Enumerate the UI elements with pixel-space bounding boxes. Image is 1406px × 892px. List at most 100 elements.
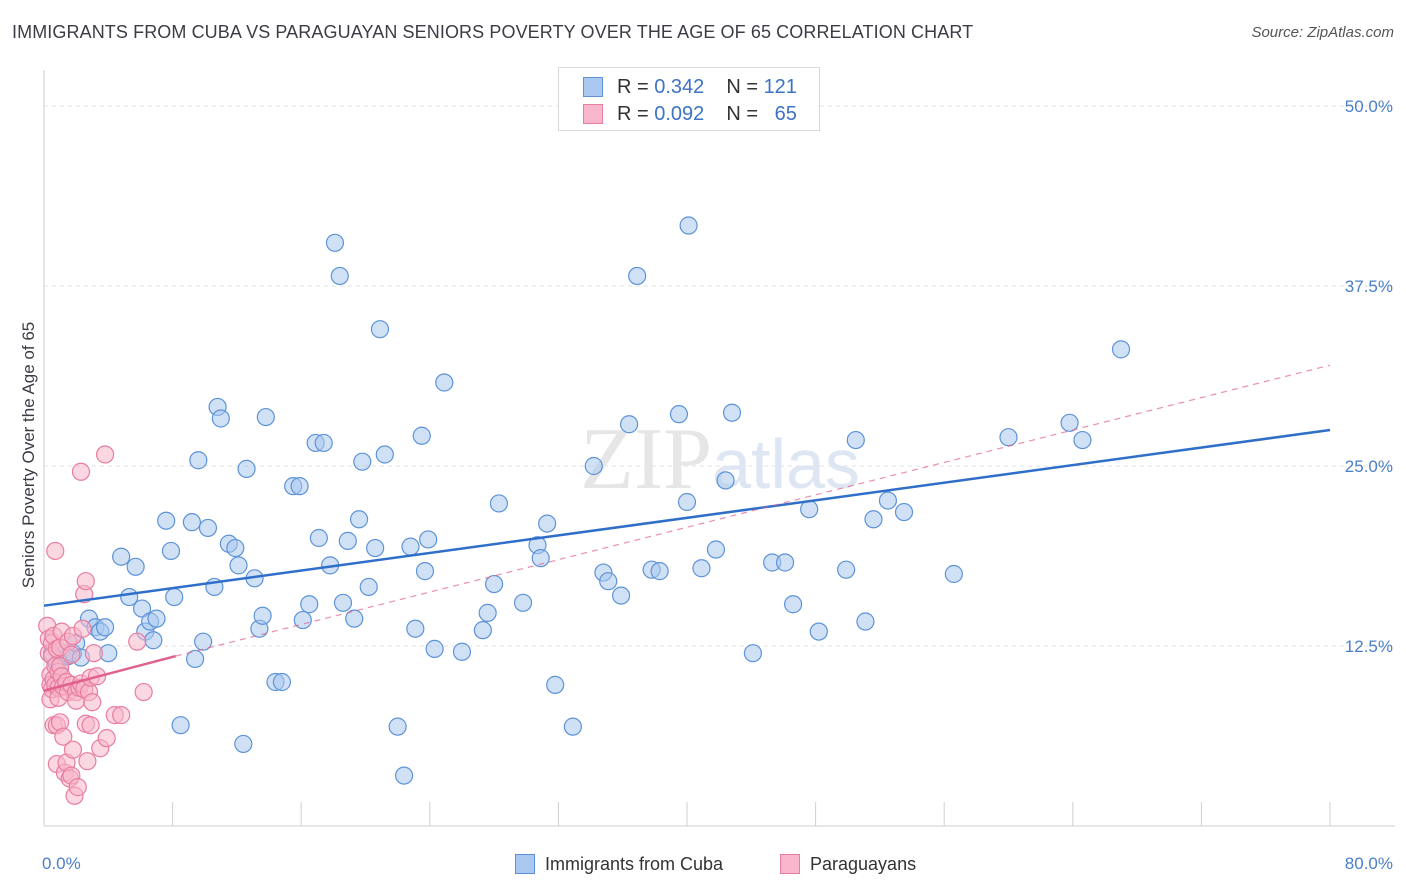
data-point-paraguayans xyxy=(71,462,91,481)
data-point-cuba xyxy=(189,451,208,470)
data-point-cuba xyxy=(650,562,669,581)
trend-line-paraguayans-extended xyxy=(175,364,1331,657)
x-tick-label: 80.0% xyxy=(1345,854,1393,873)
data-point-cuba xyxy=(473,621,492,640)
legend-row-cuba: R = 0.342 N = 121 xyxy=(583,74,797,100)
data-point-cuba xyxy=(415,562,435,581)
trend-line-cuba xyxy=(43,428,1331,607)
legend-n-value: 65 xyxy=(774,102,797,125)
data-point-cuba xyxy=(538,514,557,533)
data-point-cuba xyxy=(706,540,726,559)
data-point-cuba xyxy=(186,649,205,669)
data-point-cuba xyxy=(253,606,272,625)
tick-labels: 12.5% 25.0% 37.5% 50.0% 0.0% 80.0% xyxy=(42,97,1393,873)
data-point-cuba xyxy=(359,577,378,597)
y-tick-label: 37.5% xyxy=(1345,277,1393,296)
data-point-cuba xyxy=(194,632,213,651)
data-point-cuba xyxy=(716,471,735,490)
data-point-cuba xyxy=(1073,430,1092,450)
data-point-cuba xyxy=(599,572,618,591)
y-tick-label: 12.5% xyxy=(1345,637,1393,656)
data-point-cuba xyxy=(856,612,875,631)
bottom-legend-label-cuba: Immigrants from Cuba xyxy=(545,853,724,874)
data-point-cuba xyxy=(309,528,328,548)
data-point-cuba xyxy=(132,599,152,618)
bottom-legend-label-paraguayans: Paraguayans xyxy=(810,853,917,874)
data-point-cuba xyxy=(394,766,414,785)
data-point-cuba xyxy=(237,459,256,478)
data-point-cuba xyxy=(370,320,390,339)
data-point-cuba xyxy=(513,593,533,612)
y-axis-label: Seniors Poverty Over the Age of 65 xyxy=(19,322,38,588)
data-point-cuba xyxy=(800,500,819,519)
data-point-cuba xyxy=(226,538,245,558)
legend-swatch-cuba xyxy=(583,77,603,97)
data-point-cuba xyxy=(743,644,763,663)
y-tick-label: 25.0% xyxy=(1345,457,1393,476)
legend-swatch-paraguayans xyxy=(583,104,603,124)
data-point-cuba xyxy=(345,609,364,628)
series-paraguayans-points xyxy=(38,445,153,805)
data-point-paraguayans xyxy=(84,644,103,663)
data-point-cuba xyxy=(198,518,218,538)
legend-n-value: 121 xyxy=(763,75,797,98)
legend-box: R = 0.342 N = 121 R = 0.092 N = 65 xyxy=(558,67,820,131)
data-point-cuba xyxy=(546,675,565,694)
legend-r-value: 0.092 xyxy=(654,102,705,125)
data-point-cuba xyxy=(999,428,1018,447)
chart-title: IMMIGRANTS FROM CUBA VS PARAGUAYAN SENIO… xyxy=(12,22,974,42)
x-tick-label: 0.0% xyxy=(42,854,81,873)
data-point-cuba xyxy=(878,491,898,510)
source-credit: Source: ZipAtlas.com xyxy=(1251,24,1394,41)
data-point-cuba xyxy=(126,557,145,576)
watermark-atlas: atlas xyxy=(712,425,860,503)
legend-r-label: R = xyxy=(617,75,649,98)
data-point-cuba xyxy=(692,559,711,578)
data-point-cuba xyxy=(620,415,639,434)
series-cuba-points xyxy=(42,216,1131,785)
data-point-cuba xyxy=(783,595,803,614)
data-point-cuba xyxy=(144,631,163,650)
data-point-cuba xyxy=(147,609,166,628)
data-point-cuba xyxy=(353,452,372,471)
data-point-paraguayans xyxy=(128,632,147,651)
data-point-cuba xyxy=(677,492,697,512)
data-point-cuba xyxy=(1060,413,1079,432)
data-point-cuba xyxy=(95,618,115,637)
data-point-cuba xyxy=(531,549,550,568)
data-point-cuba xyxy=(894,502,914,522)
data-point-paraguayans xyxy=(112,706,131,725)
data-point-cuba xyxy=(584,456,603,476)
data-point-cuba xyxy=(333,593,353,612)
data-point-cuba xyxy=(349,510,369,529)
data-point-cuba xyxy=(182,513,201,532)
data-point-cuba xyxy=(864,510,883,529)
data-point-cuba xyxy=(435,373,454,392)
data-point-paraguayans xyxy=(78,752,97,771)
trend-line-paraguayans xyxy=(43,654,177,692)
data-point-cuba xyxy=(425,639,444,658)
data-point-cuba xyxy=(338,531,357,550)
legend-n-label: N = xyxy=(726,102,758,125)
data-point-cuba xyxy=(165,587,184,607)
data-point-cuba xyxy=(722,403,742,422)
data-point-cuba xyxy=(325,233,345,252)
data-point-paraguayans xyxy=(95,445,115,464)
data-point-paraguayans xyxy=(76,572,95,591)
data-point-cuba xyxy=(809,622,828,641)
data-point-cuba xyxy=(272,672,292,692)
data-point-cuba xyxy=(563,717,582,736)
data-point-paraguayans xyxy=(97,729,116,748)
data-point-cuba xyxy=(846,430,865,450)
trend-lines xyxy=(43,364,1331,692)
data-point-paraguayans xyxy=(81,716,100,735)
data-point-cuba xyxy=(330,266,349,286)
data-point-cuba xyxy=(401,537,420,556)
data-point-cuba xyxy=(366,538,385,558)
legend-n-label: N = xyxy=(726,75,758,98)
legend-r-value: 0.342 xyxy=(654,75,705,98)
data-point-cuba xyxy=(300,595,319,614)
data-point-cuba xyxy=(419,530,438,549)
data-point-cuba xyxy=(406,619,425,638)
